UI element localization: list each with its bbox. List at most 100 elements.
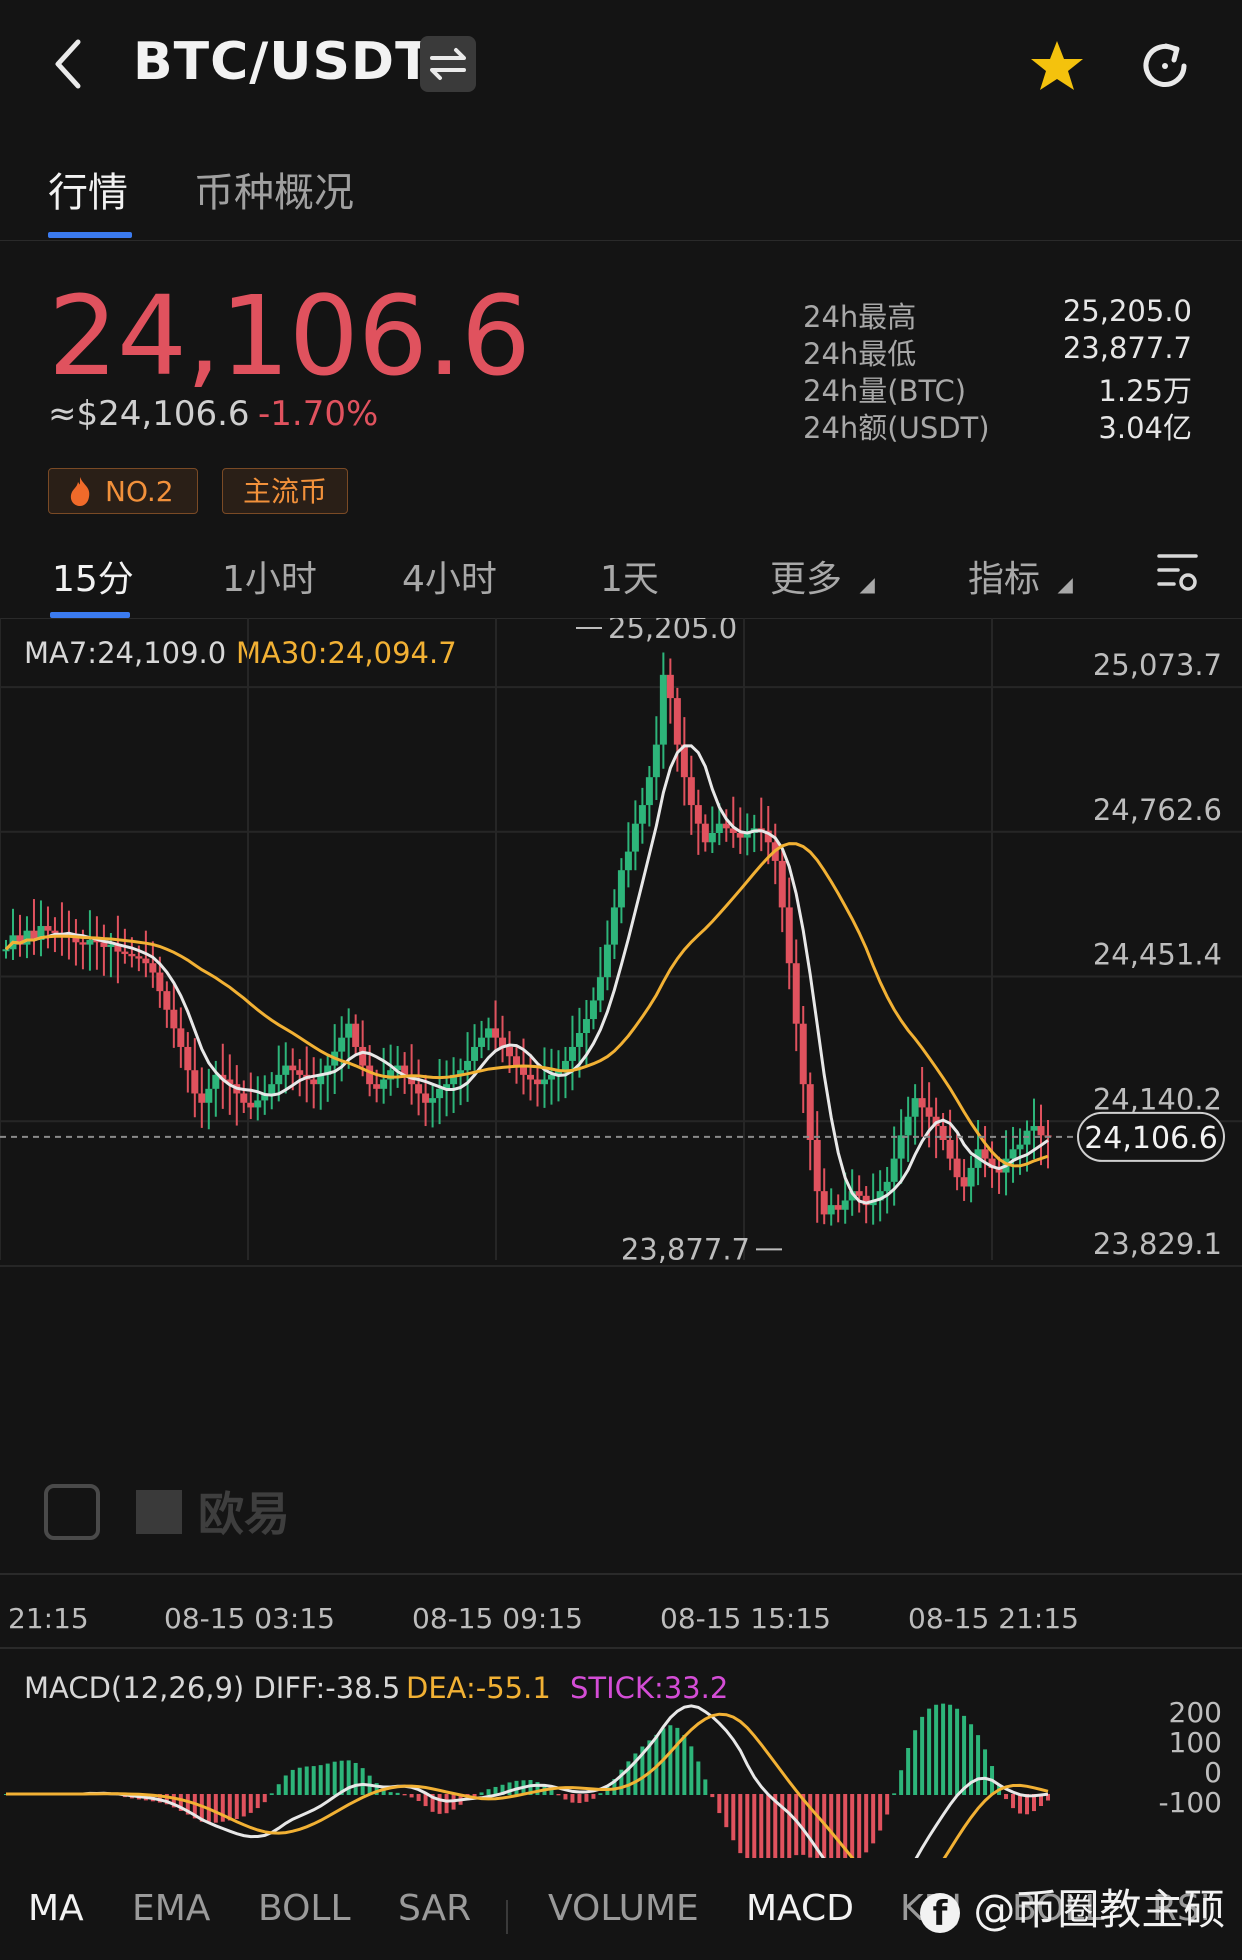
candle-body [2, 949, 10, 952]
interval-active-indicator [50, 612, 130, 618]
candle-body [275, 1074, 283, 1085]
candle-body [282, 1065, 290, 1075]
candle-body [890, 1158, 898, 1182]
rank-badge[interactable]: NO.2 [48, 468, 198, 514]
stat-value-low: 23,877.7 [1062, 331, 1192, 365]
macd-stick-legend: STICK:33.2 [570, 1671, 728, 1705]
candle-body [939, 1126, 947, 1140]
current-price-pill [1077, 1111, 1225, 1162]
candle-body [869, 1200, 877, 1206]
candle-body [387, 1070, 395, 1080]
candle-body [708, 832, 716, 843]
candle-body [296, 1070, 304, 1075]
candle-body [520, 1065, 528, 1075]
interval-15m[interactable]: 15分 [52, 559, 134, 600]
candle-body [289, 1065, 297, 1071]
indicator-ma[interactable]: MA [28, 1888, 84, 1929]
indicator-menu[interactable]: 指标 ◢ [968, 550, 1073, 602]
tab-market[interactable]: 行情 [48, 170, 128, 216]
category-badge[interactable]: 主流币 [222, 468, 348, 514]
interval-1h[interactable]: 1小时 [222, 559, 317, 600]
candle-body [254, 1100, 262, 1108]
indicator-boll-2[interactable]: BOLL [1012, 1888, 1105, 1929]
tab-coin-overview[interactable]: 币种概况 [194, 170, 354, 216]
candle-body [638, 805, 646, 824]
candle-body [415, 1084, 423, 1094]
low-marker-label: 23,877.7 [621, 1232, 750, 1266]
price-axis-tick: 23,829.1 [1093, 1227, 1222, 1261]
candle-body [429, 1098, 437, 1103]
macd-dea-legend: DEA:-55.1 [406, 1671, 551, 1705]
swap-pair-icon[interactable] [420, 36, 476, 92]
refresh-icon[interactable] [1136, 36, 1194, 94]
candle-body [834, 1205, 842, 1210]
fullscreen-icon [44, 1484, 100, 1540]
interval-more[interactable]: 更多 ◢ [770, 550, 875, 602]
stat-label-low: 24h最低 [803, 337, 917, 371]
price-axis-tick: 24,140.2 [1093, 1082, 1222, 1116]
candle-body [44, 926, 52, 931]
candle-body [72, 937, 80, 943]
macd-axis-tick: 200 [1169, 1696, 1222, 1729]
interval-4h[interactable]: 4小时 [402, 559, 497, 600]
candle-body [163, 991, 171, 1010]
candle-body [219, 1074, 227, 1080]
candle-body [645, 777, 653, 806]
candle-body [743, 832, 751, 838]
candle-body [16, 935, 24, 945]
candle-body [764, 830, 772, 843]
stat-value-volume: 1.25万 [1098, 374, 1192, 408]
high-marker-label: 25,205.0 [608, 618, 737, 645]
candle-body [785, 907, 793, 964]
interval-1d[interactable]: 1天 [600, 559, 659, 600]
candle-body [268, 1084, 276, 1094]
stat-value-high: 25,205.0 [1062, 294, 1192, 328]
back-icon[interactable] [48, 36, 88, 92]
candle-body [100, 942, 108, 947]
watermark-handle: f @币圈教主硕 [920, 1876, 1225, 1937]
candle-body [617, 870, 625, 908]
candle-body [666, 674, 674, 699]
macd-axis-tick: 0 [1204, 1756, 1222, 1789]
candle-body [687, 777, 695, 806]
indicator-boll[interactable]: BOLL [258, 1888, 351, 1929]
candle-body [855, 1191, 863, 1196]
candle-body [478, 1037, 486, 1047]
candle-body [142, 958, 150, 964]
candle-body [1009, 1149, 1017, 1159]
candle-body [394, 1065, 402, 1071]
candle-body [352, 1023, 360, 1047]
candle-body [526, 1074, 534, 1080]
candle-body [135, 956, 143, 959]
candle-body [547, 1074, 555, 1080]
candle-body [533, 1079, 541, 1085]
candle-body [359, 1046, 367, 1066]
ma7-legend: MA7:24,109.0 [24, 636, 227, 670]
favorite-star-icon[interactable] [1028, 38, 1086, 94]
stat-value-turnover: 3.04亿 [1098, 411, 1192, 445]
candle-body [1037, 1126, 1045, 1136]
time-axis-tick: 08-15 15:15 [660, 1602, 831, 1635]
candle-body [568, 1046, 576, 1061]
indicator-volume[interactable]: VOLUME [548, 1888, 699, 1929]
candle-body [212, 1074, 220, 1089]
pair-title[interactable]: BTC/USDT [133, 32, 432, 92]
chart-settings-icon[interactable] [1156, 550, 1200, 596]
candle-body [701, 823, 709, 843]
candle-body [345, 1023, 353, 1038]
tab-active-indicator [48, 232, 132, 238]
candle-body [561, 1060, 569, 1071]
top-tabs: 行情 币种概况 [0, 140, 1242, 241]
candle-body [114, 944, 122, 952]
candlestick-chart[interactable]: 25,073.7 24,762.6 24,451.4 24,140.2 23,829.1… [0, 618, 1242, 1858]
candle-body [680, 744, 688, 778]
indicator-divider [506, 1900, 508, 1934]
candle-body [492, 1028, 500, 1038]
candle-body [338, 1037, 346, 1052]
indicator-macd[interactable]: MACD [746, 1888, 854, 1929]
candle-body [422, 1093, 430, 1103]
indicator-ema[interactable]: EMA [132, 1888, 211, 1929]
indicator-sar[interactable]: SAR [398, 1888, 472, 1929]
indicator-rsi[interactable]: RSI [1152, 1888, 1211, 1929]
ma7-line [4, 744, 1049, 1205]
